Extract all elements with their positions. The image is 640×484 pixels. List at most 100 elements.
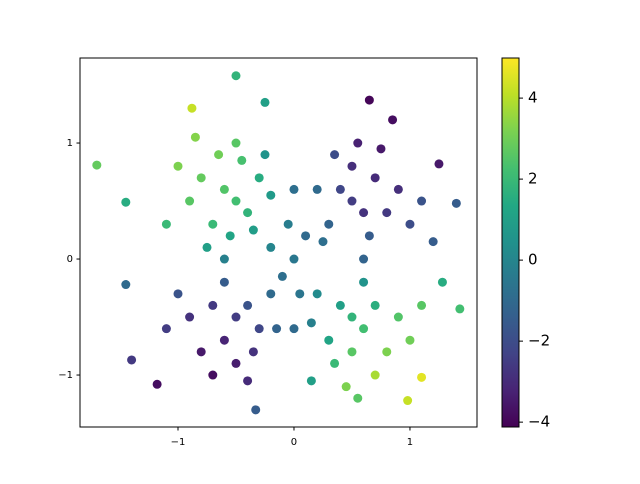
point <box>237 155 247 165</box>
point <box>127 355 137 365</box>
point <box>214 150 224 160</box>
point <box>219 335 229 345</box>
point <box>347 312 357 322</box>
point <box>283 219 293 229</box>
point <box>359 254 369 264</box>
point <box>347 196 357 206</box>
point <box>306 376 316 386</box>
point <box>455 304 465 314</box>
point <box>219 254 229 264</box>
point <box>428 237 438 247</box>
point <box>289 184 299 194</box>
point <box>364 231 374 241</box>
point <box>219 184 229 194</box>
point <box>248 347 258 357</box>
colorbar <box>501 57 520 428</box>
point <box>92 160 102 170</box>
point <box>451 198 461 208</box>
point <box>359 324 369 334</box>
point <box>196 347 206 357</box>
point <box>231 71 241 81</box>
point <box>208 370 218 380</box>
colorbar-tick-label: 2 <box>528 170 538 188</box>
y-tick-label: −1 <box>58 370 73 381</box>
point <box>121 197 131 207</box>
colorbar-tick-label: −2 <box>528 332 550 350</box>
point <box>434 159 444 169</box>
point <box>353 393 363 403</box>
point <box>272 324 282 334</box>
colorbar-tick-label: 4 <box>528 89 538 107</box>
point <box>289 254 299 264</box>
point <box>289 324 299 334</box>
point <box>243 208 253 218</box>
point <box>295 289 305 299</box>
point <box>161 324 171 334</box>
point <box>417 300 427 310</box>
point <box>185 312 195 322</box>
point <box>370 370 380 380</box>
point <box>318 237 328 247</box>
point <box>359 277 369 287</box>
x-tick-label: 0 <box>291 437 297 448</box>
point <box>208 219 218 229</box>
point <box>277 271 287 281</box>
point <box>417 196 427 206</box>
point <box>121 280 131 290</box>
point <box>202 242 212 252</box>
points <box>92 71 465 415</box>
point <box>161 219 171 229</box>
axes-frame <box>79 57 478 428</box>
point <box>341 382 351 392</box>
point <box>376 144 386 154</box>
point <box>347 161 357 171</box>
point <box>243 300 253 310</box>
point <box>312 289 322 299</box>
point <box>173 289 183 299</box>
point <box>405 335 415 345</box>
point <box>306 318 316 328</box>
point <box>260 97 270 107</box>
point <box>335 184 345 194</box>
point <box>347 347 357 357</box>
point <box>231 196 241 206</box>
point <box>330 150 340 160</box>
point <box>437 277 447 287</box>
point <box>370 173 380 183</box>
point <box>260 150 270 160</box>
point <box>382 347 392 357</box>
point <box>324 219 334 229</box>
point <box>388 115 398 125</box>
point <box>417 372 427 382</box>
point <box>405 219 415 229</box>
point <box>324 335 334 345</box>
point <box>173 161 183 171</box>
point <box>185 196 195 206</box>
point <box>393 312 403 322</box>
point <box>266 190 276 200</box>
point <box>353 138 363 148</box>
point <box>403 396 413 406</box>
point <box>231 358 241 368</box>
y-tick-label: 0 <box>67 254 73 265</box>
y-tick-label: 1 <box>67 138 73 149</box>
point <box>254 324 264 334</box>
point <box>231 312 241 322</box>
point <box>266 289 276 299</box>
point <box>301 231 311 241</box>
point <box>330 358 340 368</box>
x-tick-label: −1 <box>171 437 186 448</box>
point <box>248 225 258 235</box>
point <box>393 184 403 194</box>
point <box>266 242 276 252</box>
point <box>219 277 229 287</box>
colorbar-tick-label: −4 <box>528 413 550 431</box>
point <box>359 208 369 218</box>
x-tick-label: 1 <box>407 437 413 448</box>
point <box>382 208 392 218</box>
colorbar-tick-label: 0 <box>528 251 538 269</box>
point <box>196 173 206 183</box>
point <box>225 231 235 241</box>
point <box>231 138 241 148</box>
point <box>254 173 264 183</box>
